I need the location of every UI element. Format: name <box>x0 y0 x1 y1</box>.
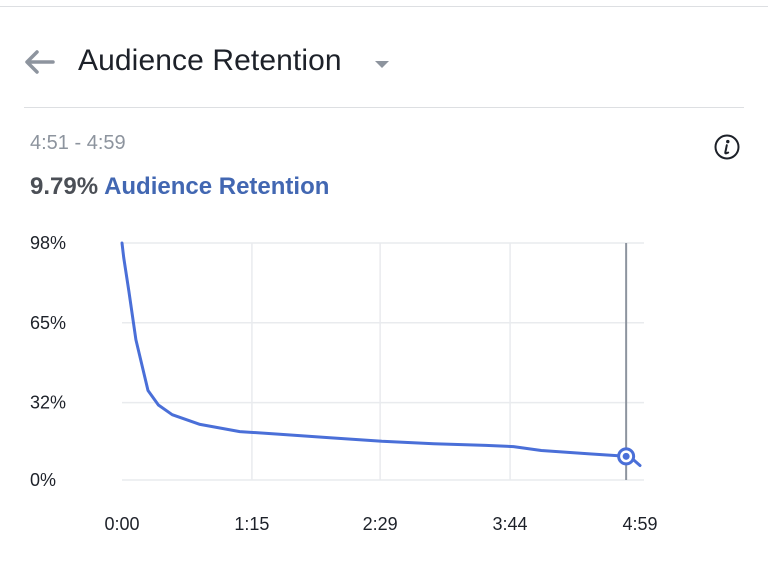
highlight-point[interactable] <box>622 452 630 460</box>
y-tick-label: 0% <box>30 470 56 490</box>
metric-dropdown-button[interactable] <box>372 58 392 70</box>
info-button[interactable] <box>713 133 741 161</box>
y-tick-label: 65% <box>30 313 66 333</box>
caret-down-icon <box>375 61 389 68</box>
x-tick-label: 0:00 <box>104 514 139 534</box>
header-divider <box>24 107 744 108</box>
retention-metric: 9.79% Audience Retention <box>30 173 329 201</box>
info-icon <box>714 134 740 160</box>
x-tick-label: 4:59 <box>622 514 657 534</box>
page-title: Audience Retention <box>78 44 342 77</box>
retention-line <box>120 241 642 467</box>
retention-label: Audience Retention <box>104 173 330 200</box>
retention-value: 9.79% <box>30 173 99 200</box>
x-tick-label: 1:15 <box>234 514 269 534</box>
header: Audience Retention <box>0 38 768 90</box>
y-tick-label: 98% <box>30 233 66 253</box>
y-tick-label: 32% <box>30 393 66 413</box>
back-button[interactable] <box>22 48 58 76</box>
arrow-left-icon <box>25 50 55 74</box>
top-border <box>0 6 768 7</box>
x-tick-label: 2:29 <box>363 514 398 534</box>
time-range: 4:51 - 4:59 <box>30 132 126 154</box>
x-tick-label: 3:44 <box>493 514 528 534</box>
